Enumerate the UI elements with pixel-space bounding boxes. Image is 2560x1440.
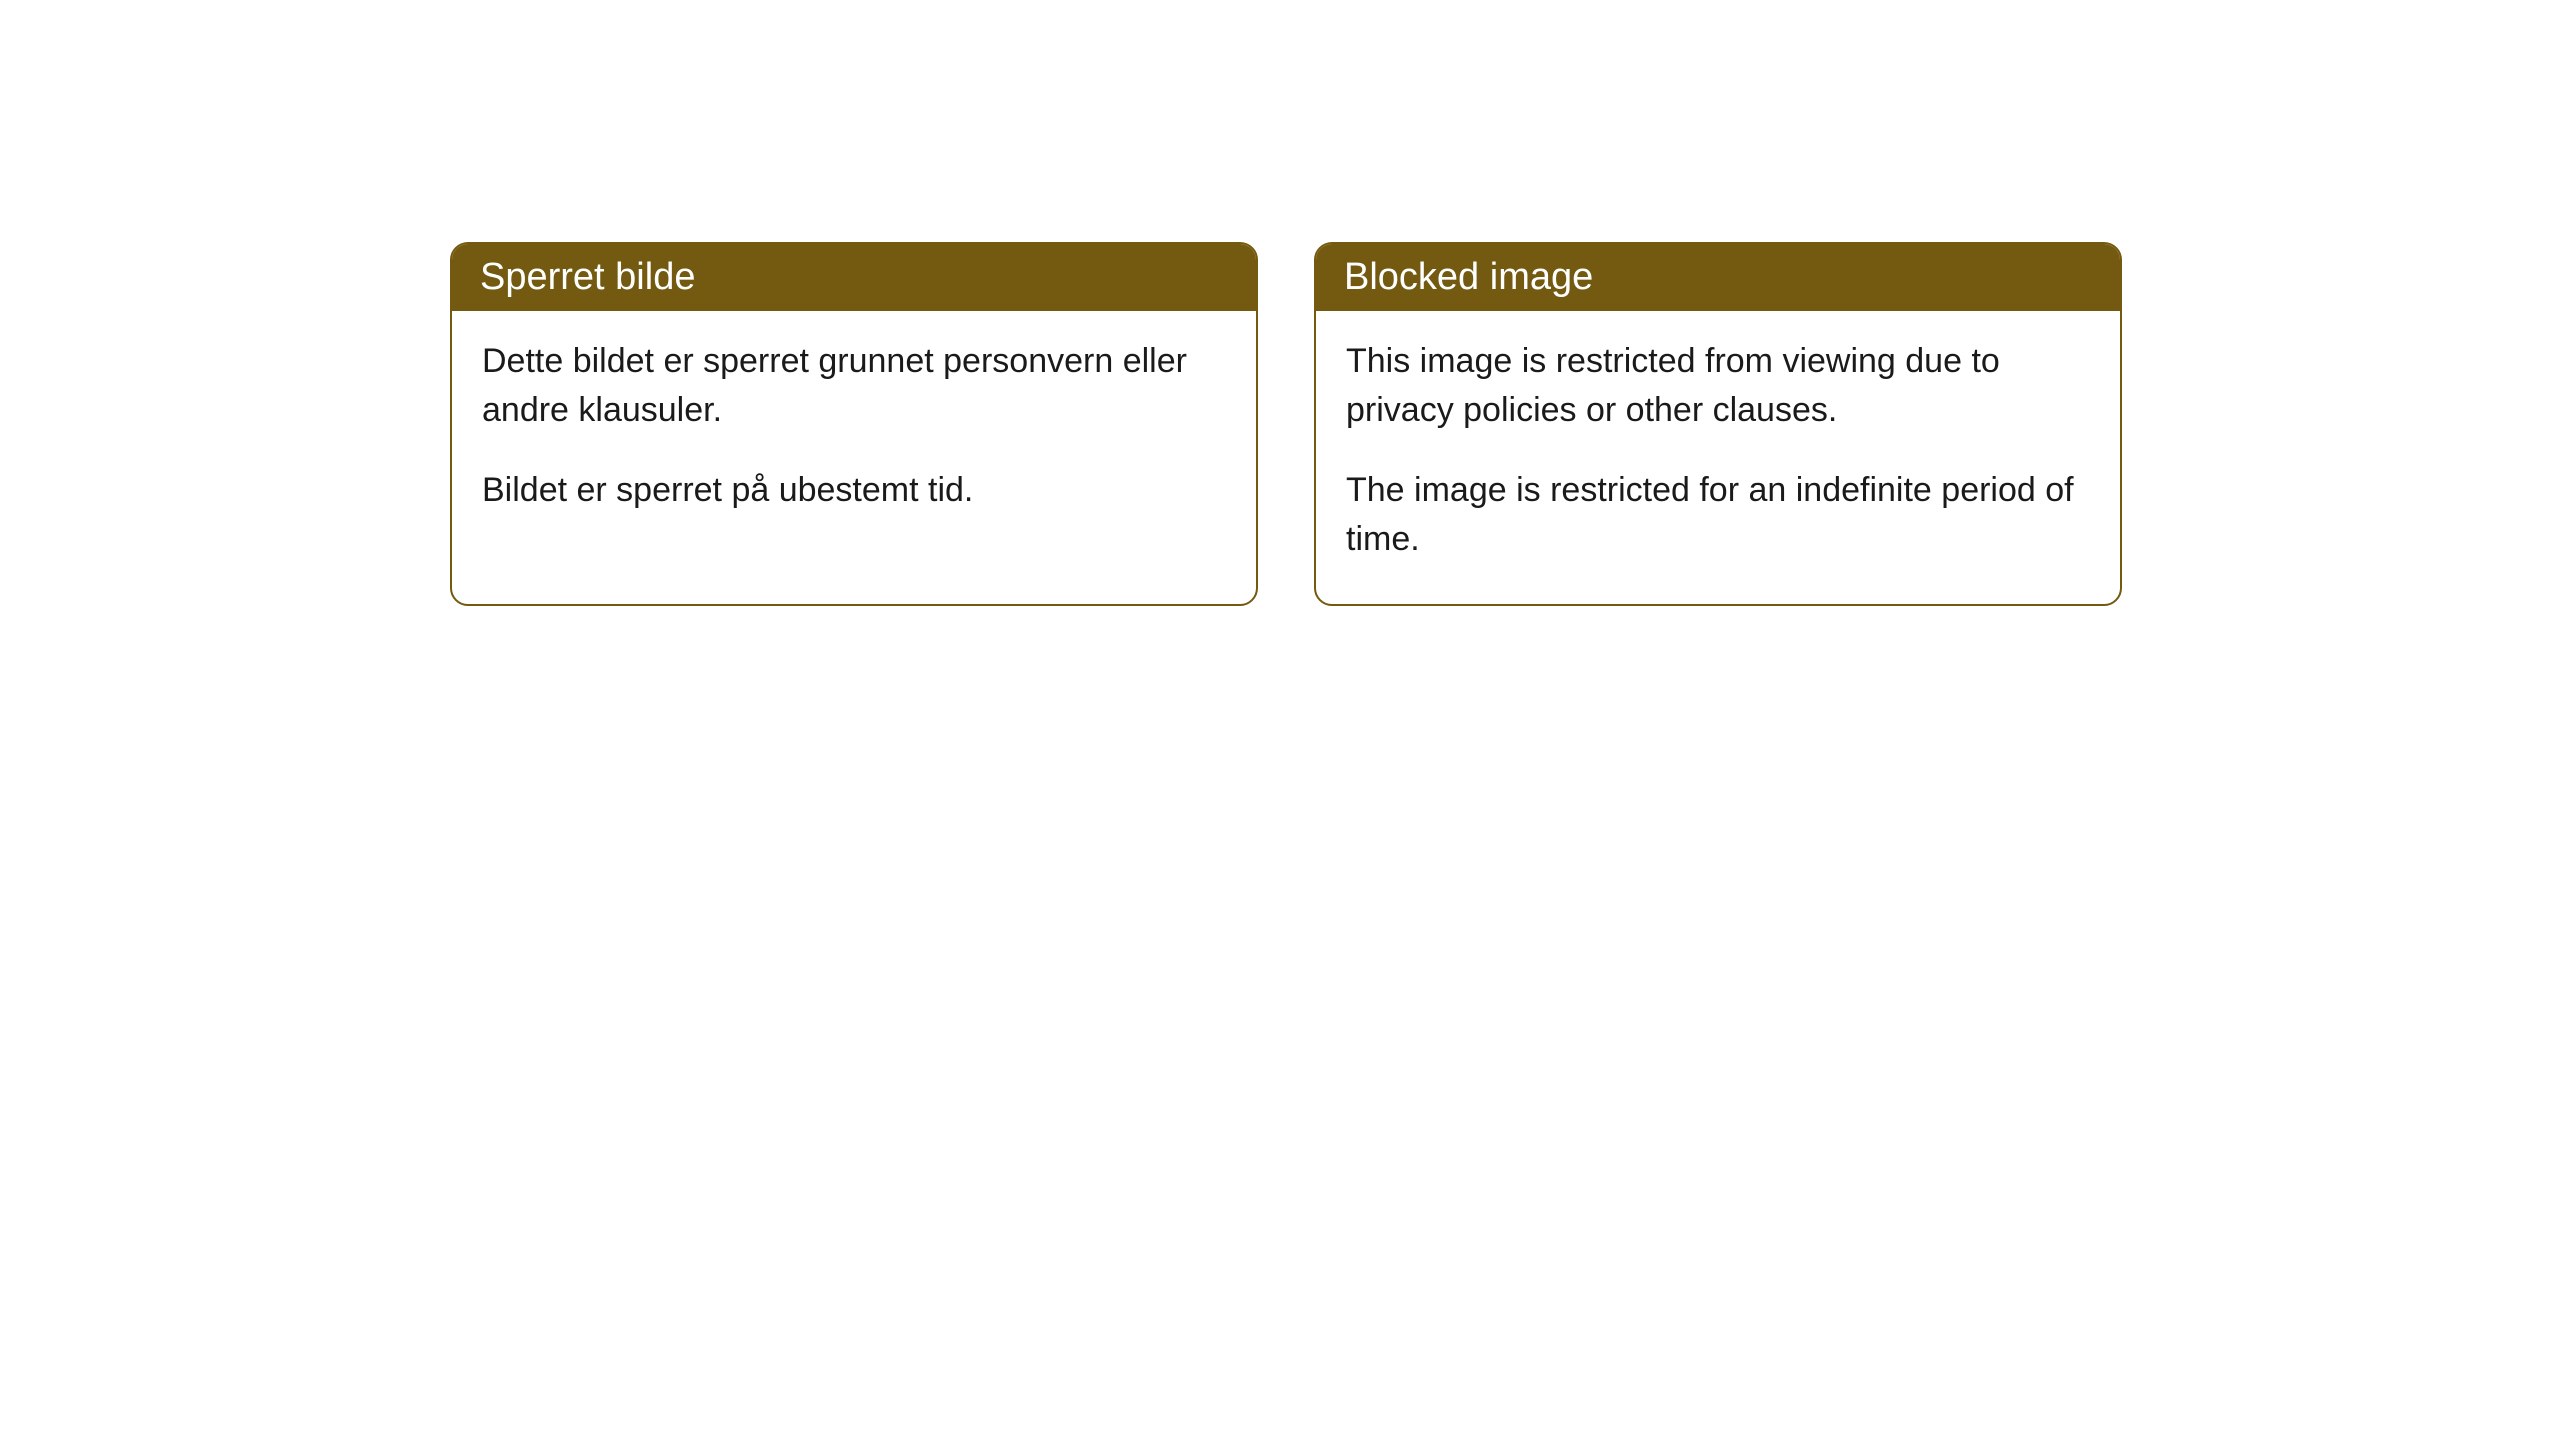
notice-card-english: Blocked image This image is restricted f…	[1314, 242, 2122, 606]
card-title: Sperret bilde	[480, 256, 695, 298]
notice-card-norwegian: Sperret bilde Dette bildet er sperret gr…	[450, 242, 1258, 606]
card-paragraph: The image is restricted for an indefinit…	[1346, 466, 2090, 565]
card-header: Sperret bilde	[452, 244, 1256, 311]
card-header: Blocked image	[1316, 244, 2120, 311]
card-title: Blocked image	[1344, 256, 1593, 298]
card-body: This image is restricted from viewing du…	[1316, 311, 2120, 604]
card-paragraph: Bildet er sperret på ubestemt tid.	[482, 466, 1226, 515]
card-body: Dette bildet er sperret grunnet personve…	[452, 311, 1256, 555]
cards-container: Sperret bilde Dette bildet er sperret gr…	[450, 242, 2560, 606]
card-paragraph: Dette bildet er sperret grunnet personve…	[482, 337, 1226, 436]
card-paragraph: This image is restricted from viewing du…	[1346, 337, 2090, 436]
